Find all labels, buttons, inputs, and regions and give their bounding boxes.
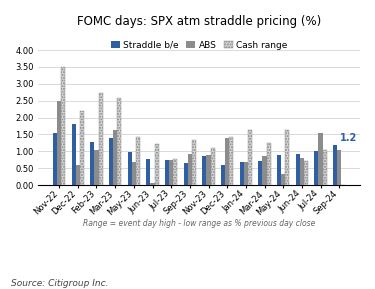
Bar — [296, 154, 300, 185]
Title: FOMC days: SPX atm straddle pricing (%): FOMC days: SPX atm straddle pricing (%) — [77, 15, 321, 28]
Bar — [207, 155, 211, 185]
Bar — [322, 150, 327, 185]
Legend: Straddle b/e, ABS, Cash range: Straddle b/e, ABS, Cash range — [107, 37, 291, 53]
Bar — [184, 163, 188, 185]
Bar — [281, 174, 285, 185]
Bar — [165, 160, 169, 185]
Bar — [285, 130, 290, 185]
Bar — [109, 138, 113, 185]
Bar — [314, 151, 318, 185]
Bar — [258, 161, 262, 185]
Bar — [76, 165, 80, 185]
Bar — [211, 148, 214, 185]
Bar — [132, 162, 136, 185]
Bar — [188, 154, 192, 185]
Bar — [248, 130, 252, 185]
Bar — [262, 156, 267, 185]
Bar — [225, 138, 229, 185]
Bar — [136, 137, 140, 185]
Bar — [117, 98, 122, 185]
Bar — [169, 160, 173, 185]
Bar — [192, 140, 196, 185]
Bar — [80, 112, 84, 185]
Bar — [300, 158, 304, 185]
Bar — [150, 183, 154, 185]
Bar — [57, 101, 61, 185]
Bar — [90, 142, 94, 185]
Bar — [277, 155, 281, 185]
Bar — [128, 152, 132, 185]
Bar — [267, 143, 271, 185]
Bar — [61, 67, 65, 185]
Bar — [221, 165, 225, 185]
Bar — [173, 159, 177, 185]
Bar — [113, 130, 117, 185]
Bar — [94, 150, 99, 185]
Text: Range = event day high - low range as % previous day close: Range = event day high - low range as % … — [83, 218, 315, 227]
Bar — [244, 162, 248, 185]
Bar — [146, 159, 150, 185]
Text: Source: Citigroup Inc.: Source: Citigroup Inc. — [11, 279, 109, 288]
Bar — [304, 161, 308, 185]
Text: 1.2: 1.2 — [340, 133, 358, 143]
Bar — [53, 133, 57, 185]
Bar — [333, 144, 337, 185]
Bar — [318, 133, 322, 185]
Bar — [337, 150, 341, 185]
Bar — [154, 144, 159, 185]
Bar — [240, 162, 244, 185]
Bar — [99, 93, 103, 185]
Bar — [72, 124, 76, 185]
Bar — [202, 156, 207, 185]
Bar — [229, 137, 233, 185]
